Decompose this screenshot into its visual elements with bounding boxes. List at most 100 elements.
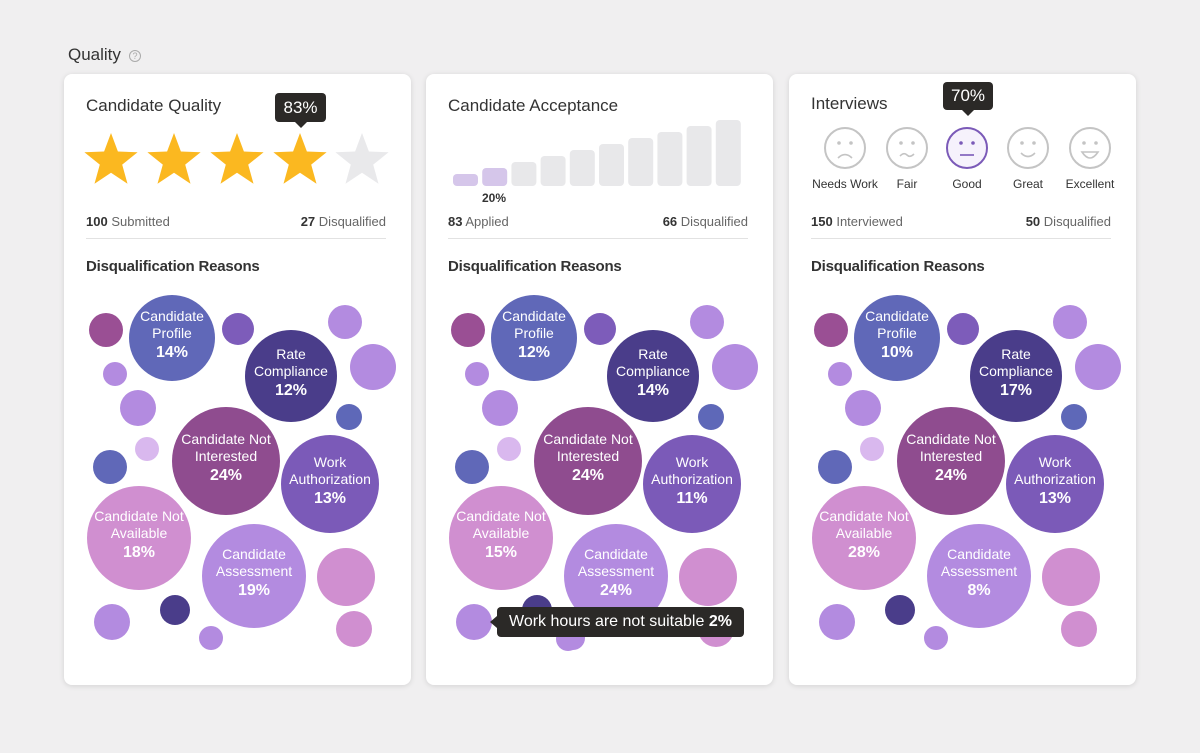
reason-name: Candidate Not Available bbox=[94, 508, 184, 541]
star bbox=[210, 133, 264, 184]
star bbox=[84, 133, 138, 184]
reason-bubble bbox=[87, 486, 191, 590]
card-graphics bbox=[812, 127, 1121, 650]
bubble bbox=[222, 313, 254, 345]
section-title: Quality bbox=[68, 45, 121, 64]
rating-label: Excellent bbox=[1065, 177, 1115, 191]
star bbox=[273, 133, 327, 184]
bubble bbox=[1061, 404, 1087, 430]
reason-text: Rate Compliance 12% bbox=[249, 346, 333, 401]
reason-bubble bbox=[491, 295, 577, 381]
help-icon[interactable]: ? bbox=[129, 50, 141, 62]
reason-text: Candidate Not Available 15% bbox=[453, 508, 549, 563]
reason-value: 24% bbox=[934, 467, 968, 484]
section-title: Disqualification Reasons bbox=[448, 258, 622, 275]
bubble bbox=[317, 548, 375, 606]
reason-value: 10% bbox=[880, 344, 914, 361]
divider bbox=[86, 238, 386, 239]
bubble bbox=[712, 344, 758, 390]
face-eye bbox=[849, 141, 853, 145]
bar-label: 20% bbox=[482, 191, 507, 205]
reason-name: Work Authorization bbox=[289, 454, 371, 487]
bubble bbox=[814, 313, 848, 347]
divider bbox=[811, 238, 1111, 239]
reason-value: 17% bbox=[999, 382, 1033, 399]
stat-count: 27 bbox=[300, 214, 316, 229]
reason-text: Candidate Assessment 24% bbox=[568, 546, 664, 601]
reason-bubble bbox=[564, 524, 668, 628]
face-eye bbox=[837, 141, 841, 145]
bar bbox=[628, 138, 654, 186]
bubble bbox=[860, 437, 884, 461]
reason-text: Work Authorization 11% bbox=[645, 454, 739, 509]
reason-name: Candidate Not Interested bbox=[906, 431, 996, 464]
reason-text: Candidate Not Available 28% bbox=[816, 508, 912, 563]
reason-value: 15% bbox=[484, 544, 518, 561]
reason-value: 24% bbox=[209, 467, 243, 484]
star bbox=[147, 133, 201, 184]
bubble bbox=[1061, 611, 1097, 647]
bubble bbox=[135, 437, 159, 461]
card: Candidate Acceptance 20% 83 Applied 66 Disq… bbox=[426, 74, 773, 685]
reason-value: 24% bbox=[571, 467, 605, 484]
face-eye bbox=[1082, 141, 1086, 145]
stat-label: Applied bbox=[465, 214, 509, 229]
tooltip: 83% bbox=[275, 93, 326, 128]
bubble bbox=[89, 313, 123, 347]
bar bbox=[715, 120, 741, 186]
reason-bubble bbox=[534, 407, 642, 515]
bubble bbox=[336, 404, 362, 430]
card-graphics bbox=[449, 120, 758, 651]
reason-name: Work Authorization bbox=[1014, 454, 1096, 487]
card: Candidate Quality 83% 100 Submitted 27 Disq… bbox=[64, 74, 411, 685]
face bbox=[886, 127, 928, 169]
reason-name: Work Authorization bbox=[651, 454, 733, 487]
face-eye bbox=[1020, 141, 1024, 145]
reason-bubble bbox=[643, 435, 741, 533]
bubble bbox=[497, 437, 521, 461]
bar bbox=[657, 132, 683, 186]
face-eye bbox=[911, 141, 915, 145]
reason-text: Candidate Not Interested 24% bbox=[901, 431, 1001, 486]
reason-name: Rate Compliance bbox=[254, 346, 328, 379]
reason-name: Candidate Not Interested bbox=[181, 431, 271, 464]
section-title: Disqualification Reasons bbox=[811, 258, 985, 275]
card-title: Interviews bbox=[811, 94, 888, 113]
bubble bbox=[350, 344, 396, 390]
face-mouth bbox=[1080, 151, 1100, 159]
reason-name: Candidate Not Available bbox=[456, 508, 546, 541]
stat-count: 83 bbox=[448, 214, 463, 229]
stat: 66 Disqualified bbox=[663, 214, 748, 229]
reason-name: Candidate Assessment bbox=[215, 546, 293, 579]
card-graphics bbox=[84, 133, 396, 650]
bubble bbox=[451, 313, 485, 347]
tooltip-value: 2% bbox=[708, 613, 732, 630]
reason-bubble bbox=[970, 330, 1062, 422]
bubble bbox=[94, 604, 130, 640]
reason-name: Candidate Not Interested bbox=[543, 431, 633, 464]
reason-name: Rate Compliance bbox=[979, 346, 1053, 379]
reason-bubble bbox=[927, 524, 1031, 628]
bar bbox=[599, 144, 624, 186]
bubble bbox=[819, 604, 855, 640]
stat-label: Interviewed bbox=[836, 214, 903, 229]
reason-name: Candidate Not Available bbox=[819, 508, 909, 541]
stat-label: Disqualified bbox=[318, 214, 386, 229]
reason-value: 11% bbox=[676, 490, 708, 507]
bubble bbox=[1042, 548, 1100, 606]
reason-value: 28% bbox=[847, 544, 881, 561]
rating-label: Good bbox=[952, 177, 982, 191]
reason-bubble bbox=[202, 524, 306, 628]
reason-value: 18% bbox=[122, 544, 156, 561]
bubble bbox=[336, 611, 372, 647]
bubble bbox=[120, 390, 156, 426]
stat-label: Disqualified bbox=[680, 214, 748, 229]
stat-count: 150 bbox=[811, 214, 833, 229]
stat-label: Submitted bbox=[111, 214, 170, 229]
rating-label: Needs Work bbox=[812, 177, 878, 191]
bar bbox=[569, 150, 595, 186]
reason-value: 12% bbox=[274, 382, 308, 399]
face bbox=[824, 127, 866, 169]
bar bbox=[482, 168, 508, 186]
stat-count: 50 bbox=[1025, 214, 1041, 229]
